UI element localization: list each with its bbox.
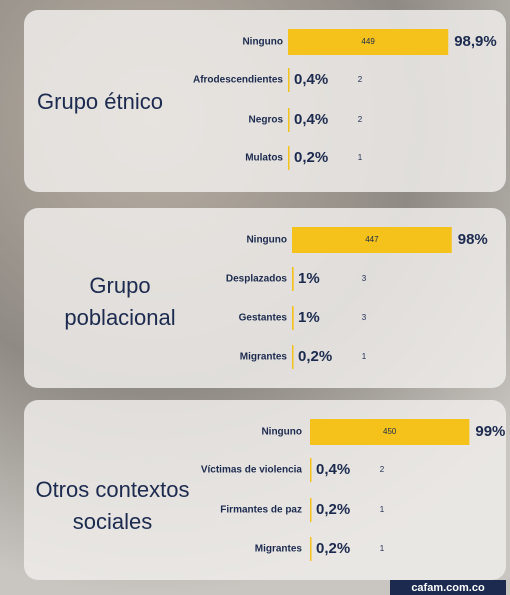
- bar: [288, 146, 290, 170]
- category-label: Migrantes: [240, 352, 288, 363]
- value-label: 0,4%: [316, 461, 350, 478]
- bar: [288, 29, 449, 55]
- bar: [310, 498, 312, 522]
- count-label: 3: [362, 313, 367, 322]
- chart-title: Otros contextos sociales: [35, 477, 190, 534]
- bar: [292, 227, 452, 253]
- value-label: 0,2%: [294, 149, 328, 166]
- chart-title: Grupo poblacional: [64, 273, 176, 330]
- category-label: Firmantes de paz: [220, 505, 302, 516]
- category-label: Afrodescendientes: [193, 75, 283, 86]
- value-label: 1%: [298, 270, 320, 287]
- category-label: Mulatos: [245, 153, 283, 164]
- count-label: 1: [380, 544, 385, 553]
- value-label: 0,2%: [316, 540, 350, 557]
- bar: [288, 68, 290, 92]
- value-label: 1%: [298, 309, 320, 326]
- bar: [292, 345, 294, 369]
- chart-title: Grupo étnico: [37, 89, 163, 114]
- category-label: Ninguno: [246, 235, 287, 246]
- bar: [292, 267, 294, 291]
- value-label: 0,2%: [316, 501, 350, 518]
- count-label: 449: [361, 37, 375, 46]
- category-label: Ninguno: [242, 37, 283, 48]
- count-label: 450: [383, 427, 397, 436]
- category-label: Migrantes: [255, 544, 303, 555]
- bar: [288, 108, 290, 132]
- bar: [310, 419, 470, 445]
- count-label: 2: [358, 115, 363, 124]
- count-label: 1: [380, 505, 385, 514]
- category-label: Víctimas de violencia: [201, 465, 303, 476]
- value-label: 0,4%: [294, 71, 328, 88]
- value-label: 0,2%: [298, 348, 332, 365]
- bar: [292, 306, 294, 330]
- value-label: 98,9%: [454, 33, 497, 50]
- bar: [310, 537, 312, 561]
- footer-bar: [390, 580, 506, 595]
- count-label: 2: [380, 465, 385, 474]
- footer: cafam.com.co: [411, 582, 485, 594]
- category-label: Gestantes: [239, 313, 288, 324]
- count-label: 447: [365, 235, 379, 244]
- bar: [310, 458, 312, 482]
- count-label: 1: [358, 153, 363, 162]
- count-label: 2: [358, 75, 363, 84]
- value-label: 99%: [475, 423, 505, 440]
- value-label: 0,4%: [294, 111, 328, 128]
- count-label: 3: [362, 274, 367, 283]
- panel: [24, 10, 506, 192]
- category-label: Negros: [249, 115, 284, 126]
- count-label: 1: [362, 352, 367, 361]
- value-label: 98%: [458, 231, 488, 248]
- category-label: Desplazados: [226, 274, 288, 285]
- category-label: Ninguno: [261, 427, 302, 438]
